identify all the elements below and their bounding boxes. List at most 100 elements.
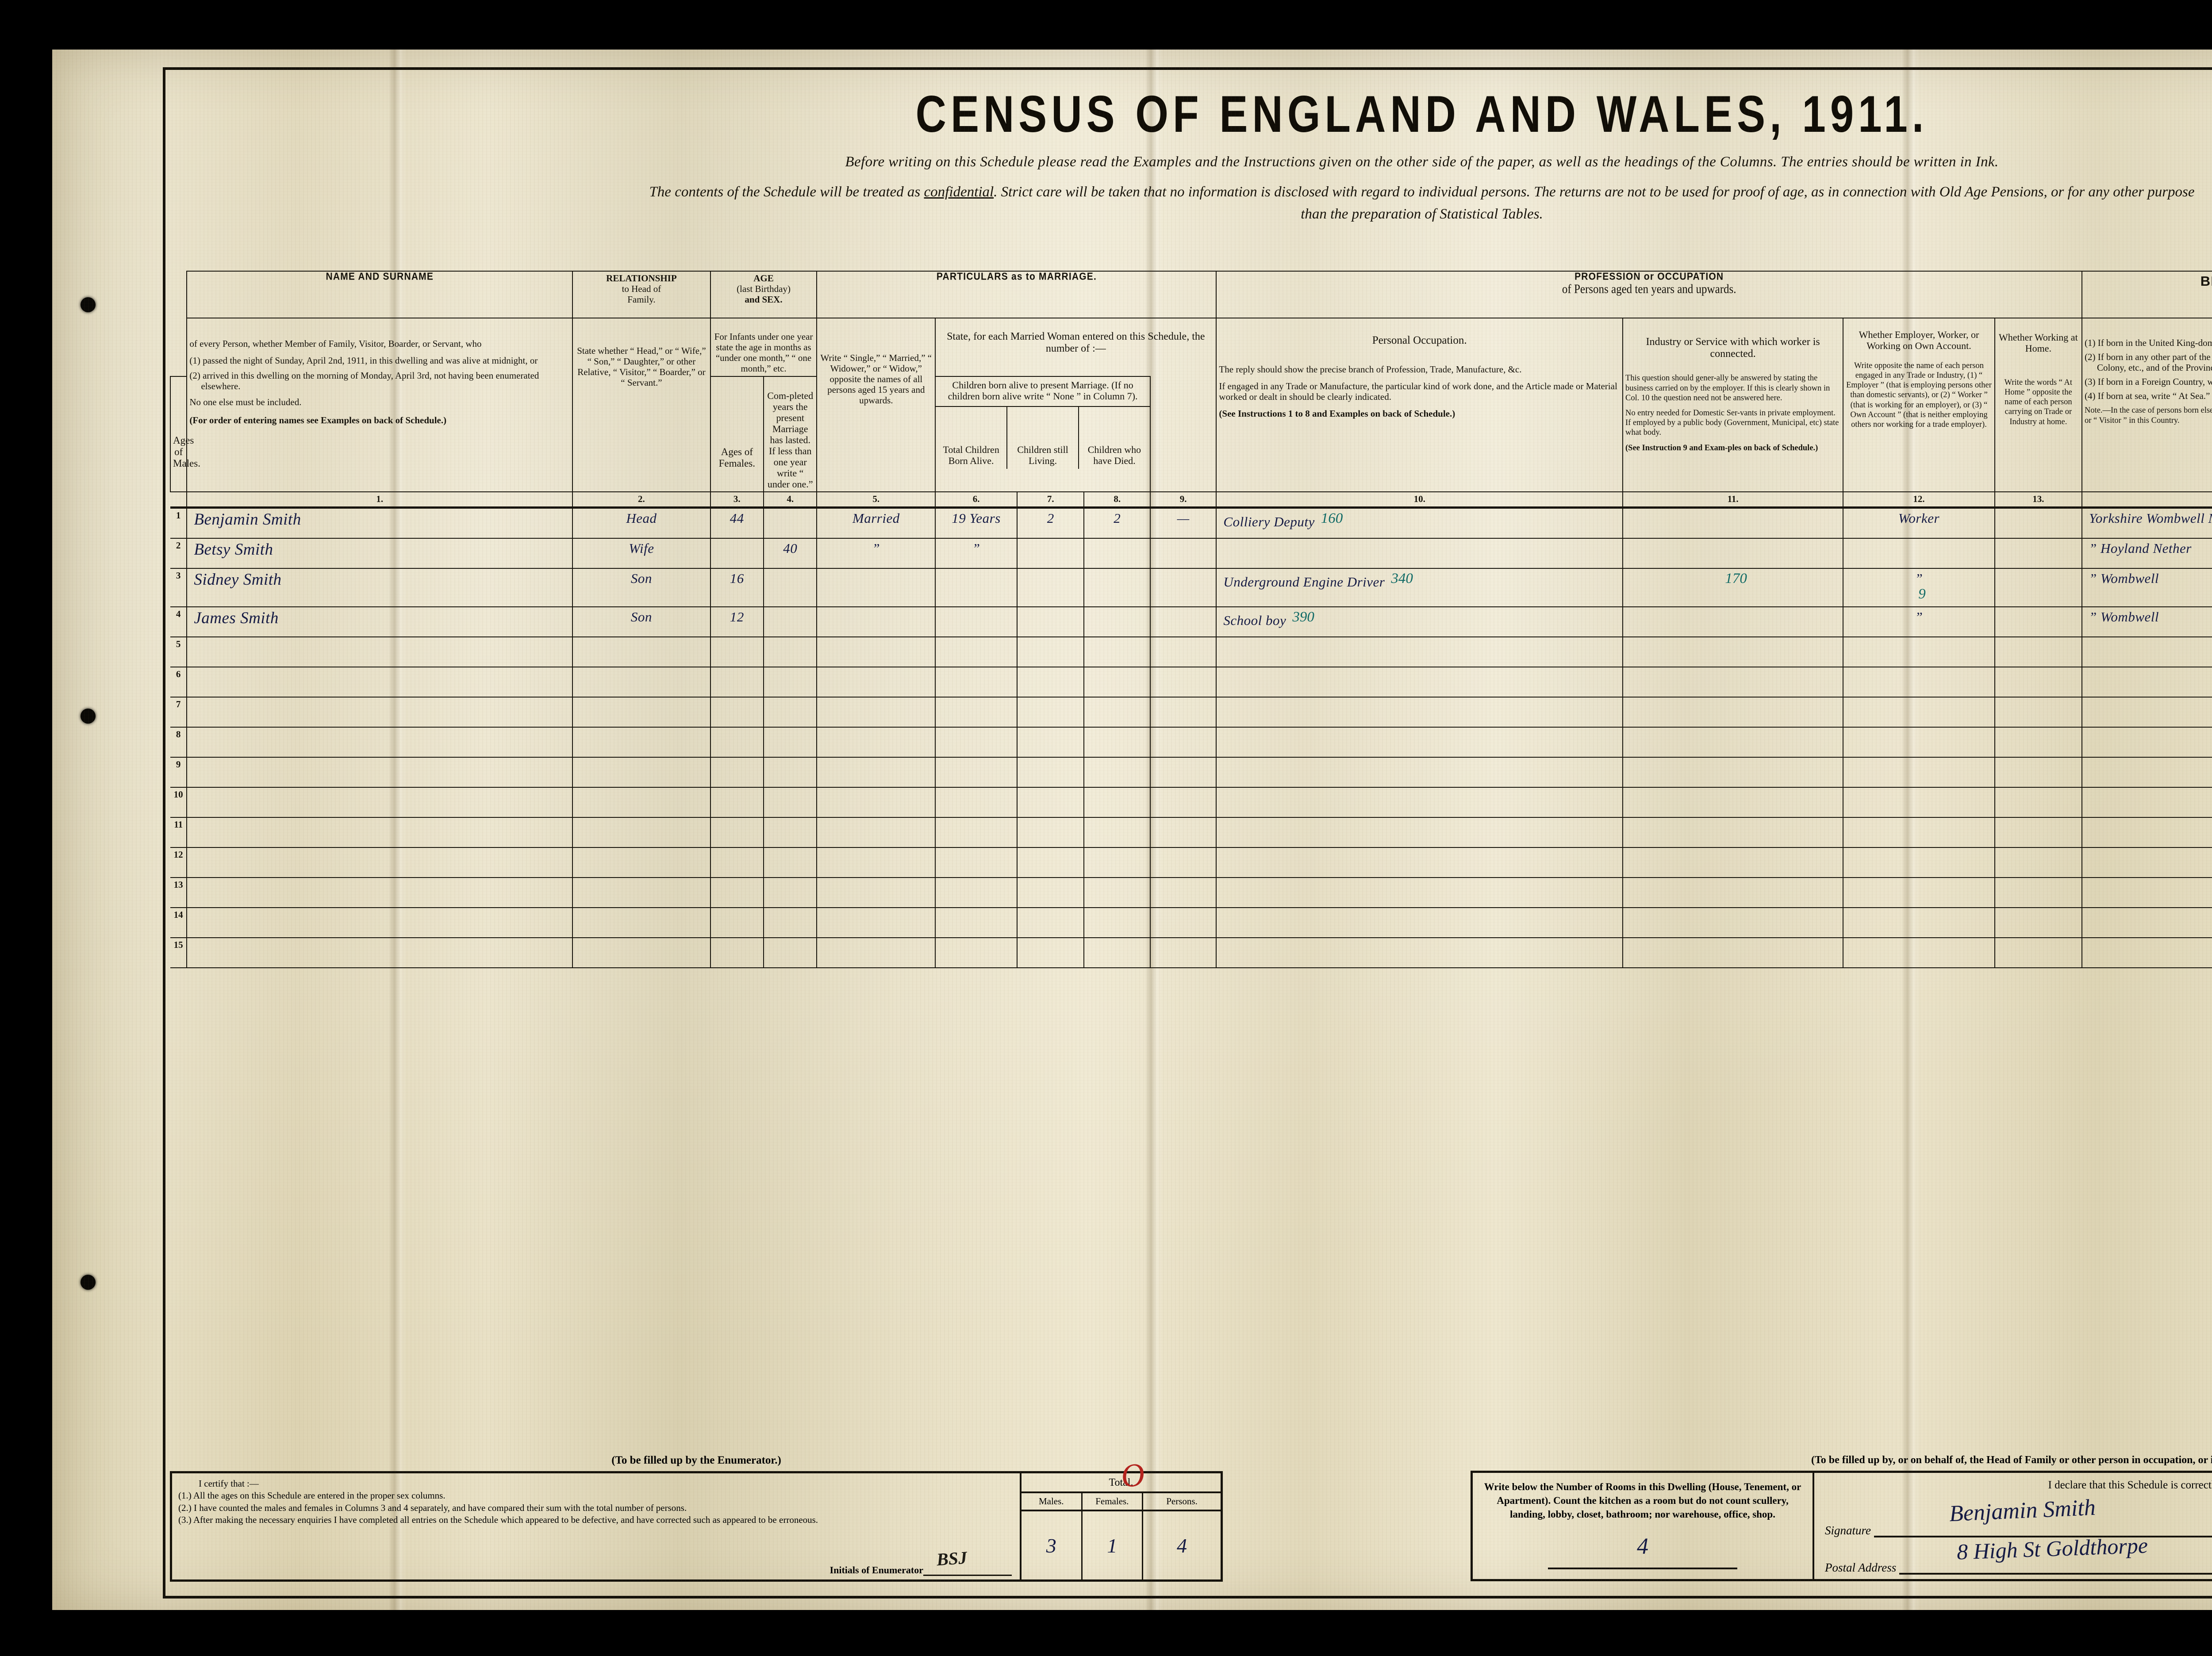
cell-occupation[interactable]: School boy 390: [1216, 607, 1623, 637]
cell-industry[interactable]: [1623, 757, 1843, 787]
cell-born-alive[interactable]: [1017, 878, 1084, 908]
cell-born-alive[interactable]: [1017, 908, 1084, 938]
cell-birthplace[interactable]: [2082, 878, 2212, 908]
cell-name[interactable]: James Smith: [187, 607, 572, 637]
cell-age-f[interactable]: [764, 727, 817, 757]
cell-born-alive[interactable]: 2: [1017, 508, 1084, 539]
cell-condition[interactable]: [817, 787, 935, 817]
cell-age-f[interactable]: [764, 607, 817, 637]
cell-relationship[interactable]: [572, 878, 710, 908]
cell-living[interactable]: [1084, 538, 1150, 568]
cell-died[interactable]: [1150, 817, 1217, 847]
cell-age-m[interactable]: [710, 847, 764, 878]
cell-home[interactable]: [1995, 607, 2082, 637]
table-row[interactable]: 14: [170, 908, 2212, 938]
cell-industry[interactable]: [1623, 607, 1843, 637]
cell-age-f[interactable]: [764, 817, 817, 847]
table-row[interactable]: 1 Benjamin Smith Head 44 Married 19 Years 2 2— C…: [170, 508, 2212, 539]
cell-born-alive[interactable]: [1017, 817, 1084, 847]
cell-age-m[interactable]: [710, 938, 764, 968]
cell-condition[interactable]: [817, 568, 935, 607]
cell-age-f[interactable]: [764, 568, 817, 607]
cell-relationship[interactable]: Head: [572, 508, 710, 539]
table-row[interactable]: 10: [170, 787, 2212, 817]
cell-employer[interactable]: Worker: [1843, 508, 1995, 539]
cell-industry[interactable]: [1623, 938, 1843, 968]
cell-industry[interactable]: [1623, 508, 1843, 539]
cell-living[interactable]: [1084, 667, 1150, 697]
cell-condition[interactable]: [817, 667, 935, 697]
cell-years[interactable]: [935, 847, 1017, 878]
cell-birthplace[interactable]: ” Wombwell: [2082, 568, 2212, 607]
cell-age-f[interactable]: [764, 667, 817, 697]
cell-name[interactable]: [187, 878, 572, 908]
cell-died[interactable]: [1150, 637, 1217, 667]
cell-age-f[interactable]: [764, 908, 817, 938]
cell-employer[interactable]: [1843, 637, 1995, 667]
cell-born-alive[interactable]: [1017, 637, 1084, 667]
cell-died[interactable]: [1150, 607, 1217, 637]
cell-living[interactable]: [1084, 787, 1150, 817]
cell-employer[interactable]: [1843, 667, 1995, 697]
cell-age-m[interactable]: [710, 757, 764, 787]
table-row[interactable]: 7: [170, 697, 2212, 727]
cell-occupation[interactable]: [1216, 847, 1623, 878]
cell-died[interactable]: [1150, 787, 1217, 817]
cell-age-f[interactable]: 40: [764, 538, 817, 568]
cell-birthplace[interactable]: [2082, 667, 2212, 697]
cell-died[interactable]: [1150, 757, 1217, 787]
cell-died[interactable]: [1150, 727, 1217, 757]
cell-relationship[interactable]: [572, 908, 710, 938]
cell-age-m[interactable]: [710, 637, 764, 667]
cell-born-alive[interactable]: [1017, 938, 1084, 968]
cell-age-f[interactable]: [764, 938, 817, 968]
cell-industry[interactable]: [1623, 847, 1843, 878]
cell-employer[interactable]: ”: [1843, 607, 1995, 637]
cell-born-alive[interactable]: [1017, 538, 1084, 568]
cell-home[interactable]: [1995, 847, 2082, 878]
cell-condition[interactable]: [817, 908, 935, 938]
cell-home[interactable]: [1995, 817, 2082, 847]
cell-employer[interactable]: [1843, 878, 1995, 908]
cell-occupation[interactable]: [1216, 727, 1623, 757]
cell-relationship[interactable]: [572, 817, 710, 847]
cell-employer[interactable]: [1843, 817, 1995, 847]
cell-employer[interactable]: [1843, 697, 1995, 727]
table-row[interactable]: 8: [170, 727, 2212, 757]
cell-relationship[interactable]: [572, 697, 710, 727]
cell-living[interactable]: [1084, 637, 1150, 667]
cell-industry[interactable]: [1623, 908, 1843, 938]
table-row[interactable]: 15: [170, 938, 2212, 968]
cell-living[interactable]: [1084, 568, 1150, 607]
table-row[interactable]: 13: [170, 878, 2212, 908]
cell-birthplace[interactable]: Yorkshire Wombwell Main: [2082, 508, 2212, 539]
cell-home[interactable]: [1995, 878, 2082, 908]
cell-age-m[interactable]: [710, 667, 764, 697]
cell-occupation[interactable]: Underground Engine Driver 340: [1216, 568, 1623, 607]
cell-birthplace[interactable]: [2082, 908, 2212, 938]
table-row[interactable]: 11: [170, 817, 2212, 847]
cell-years[interactable]: [935, 667, 1017, 697]
cell-living[interactable]: [1084, 938, 1150, 968]
cell-age-m[interactable]: [710, 727, 764, 757]
cell-born-alive[interactable]: [1017, 667, 1084, 697]
cell-years[interactable]: [935, 878, 1017, 908]
cell-home[interactable]: [1995, 637, 2082, 667]
cell-age-m[interactable]: [710, 697, 764, 727]
cell-condition[interactable]: [817, 607, 935, 637]
cell-years[interactable]: [935, 908, 1017, 938]
cell-employer[interactable]: [1843, 908, 1995, 938]
cell-birthplace[interactable]: ” Wombwell: [2082, 607, 2212, 637]
cell-home[interactable]: [1995, 697, 2082, 727]
cell-died[interactable]: [1150, 938, 1217, 968]
cell-name[interactable]: [187, 938, 572, 968]
cell-relationship[interactable]: [572, 637, 710, 667]
cell-employer[interactable]: [1843, 787, 1995, 817]
cell-age-f[interactable]: [764, 757, 817, 787]
table-row[interactable]: 5: [170, 637, 2212, 667]
cell-name[interactable]: [187, 637, 572, 667]
cell-industry[interactable]: [1623, 787, 1843, 817]
table-row[interactable]: 2 Betsy Smith Wife 40””” Hoyland Nether: [170, 538, 2212, 568]
cell-age-m[interactable]: [710, 787, 764, 817]
cell-years[interactable]: [935, 938, 1017, 968]
